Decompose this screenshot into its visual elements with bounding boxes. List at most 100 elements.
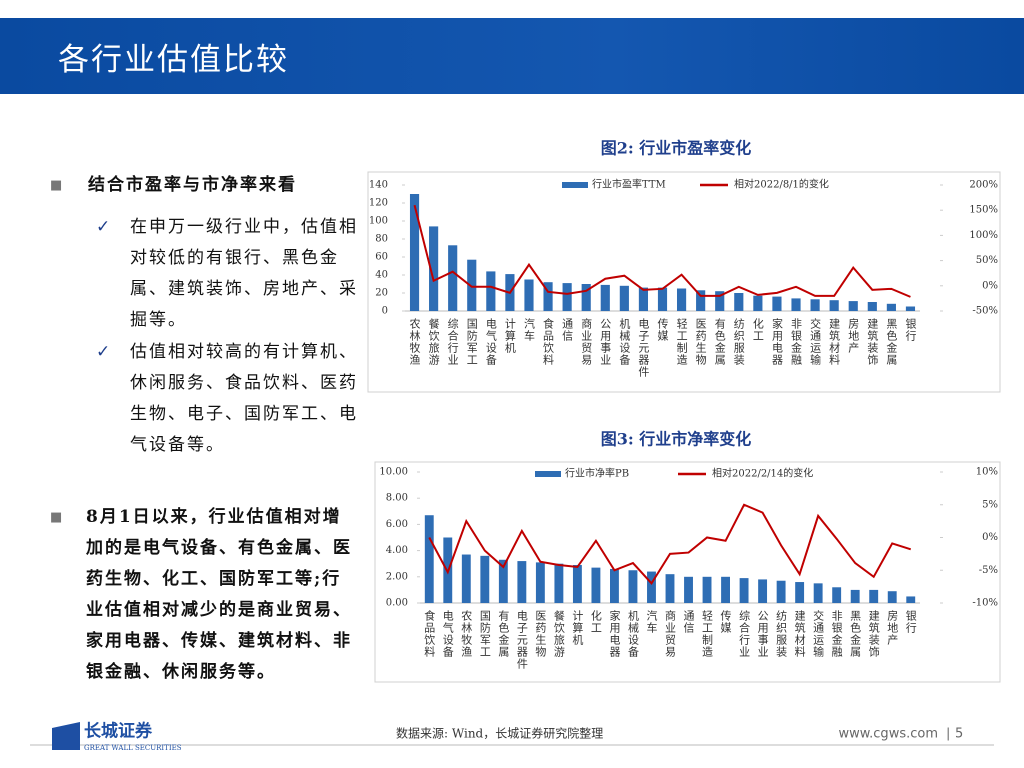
bar [524, 279, 534, 311]
bar [758, 579, 768, 603]
x-tick-label: 黑色金属 [849, 610, 862, 658]
x-tick-label: 纺织服装 [732, 317, 745, 366]
line [428, 503, 912, 585]
x-tick-label: 非银金融 [790, 318, 803, 366]
x-tick-label: 家用电器 [608, 609, 621, 658]
bar [657, 287, 668, 311]
source: 数据来源: Wind，长城证券研究院整理 [396, 726, 603, 741]
bar [638, 287, 649, 311]
bar [684, 576, 693, 603]
x-tick-label: 建筑材料 [793, 609, 806, 658]
x-tick-label: 计算机 [503, 318, 516, 354]
bar [676, 288, 687, 311]
legend-swatch [535, 471, 561, 477]
x-tick-label: 电子元器件 [515, 610, 528, 670]
y-tick-label: 40 [375, 270, 388, 281]
y2-tick-label: 100% [969, 230, 998, 241]
chart-title: 图3: 行业市净率变化 [601, 430, 752, 449]
x-tick-label: 食品饮料 [423, 609, 436, 658]
bar [591, 567, 601, 603]
bar [409, 194, 420, 311]
bullet-text: 结合市盈率与市净率来看 [88, 175, 297, 195]
x-tick-label: 房地产 [886, 610, 899, 646]
x-tick-label: 农林牧渔 [460, 609, 473, 658]
x-tick-label: 公用事业 [599, 318, 612, 366]
x-tick-label: 化工 [751, 317, 764, 342]
y-tick-label: 0 [382, 306, 388, 317]
chart-frame [367, 171, 1001, 393]
bar [829, 300, 839, 311]
y2-tick-label: 10% [976, 467, 998, 478]
y-tick-label: 60 [375, 252, 388, 263]
bar [887, 591, 897, 603]
x-tick-label: 医药生物 [694, 318, 707, 366]
x-tick-label: 电子元器件 [637, 318, 650, 378]
logo-en: GREAT WALL SECURITIES [84, 744, 182, 752]
bar [905, 306, 916, 311]
check-icon: ✓ [96, 217, 113, 237]
x-tick-label: 公用事业 [756, 610, 769, 658]
y-tick-label: 80 [375, 234, 388, 245]
x-tick-label: 机械设备 [626, 609, 639, 658]
line [413, 204, 911, 298]
x-tick-label: 建筑材料 [828, 317, 841, 366]
x-tick-label: 黑色金属 [885, 318, 898, 366]
x-tick-label: 汽车 [645, 609, 658, 634]
logo-icon [52, 722, 80, 750]
logo-text: 长城证券 [84, 721, 153, 742]
bar [810, 299, 820, 311]
bar [869, 589, 879, 603]
bar [424, 515, 434, 603]
x-tick-label: 有色金属 [497, 609, 510, 658]
x-tick-label: 国防军工 [478, 610, 491, 658]
x-tick-label: 传媒 [719, 610, 732, 634]
bar [619, 285, 629, 311]
bar [498, 559, 508, 603]
bar [562, 283, 572, 311]
x-tick-label: 房地产 [847, 318, 860, 354]
x-tick-label: 交通运输 [812, 609, 825, 658]
y2-tick-label: -10% [972, 598, 998, 609]
y2-tick-label: 5% [982, 499, 998, 510]
y2-tick-label: 0% [982, 532, 998, 543]
y2-tick-label: -50% [972, 306, 998, 317]
bar [600, 284, 610, 311]
x-tick-label: 商业贸易 [580, 317, 593, 366]
y2-tick-label: 0% [982, 280, 998, 291]
x-tick-label: 通信 [561, 318, 574, 342]
bar [832, 587, 842, 603]
legend-label: 行业市盈率TTM [592, 178, 666, 191]
bar [535, 562, 545, 603]
bar [867, 302, 877, 311]
bar [791, 298, 801, 311]
bar [795, 582, 805, 603]
x-tick-label: 建筑装饰 [867, 609, 880, 658]
bar [429, 226, 439, 311]
x-tick-label: 家用电器 [770, 317, 783, 366]
check-icon: ✓ [96, 342, 113, 362]
x-tick-label: 农林牧渔 [408, 317, 421, 366]
x-tick-label: 银行 [904, 609, 917, 634]
bar [647, 571, 656, 603]
bar [734, 293, 744, 311]
x-tick-label: 商业贸易 [664, 609, 677, 658]
bar [772, 296, 782, 311]
x-tick-label: 建筑装饰 [866, 317, 879, 366]
bar [776, 580, 786, 603]
bullet-text: 8月1日以来，行业估值相对增加的是电气设备、有色金属、医药生物、化工、国防军工等… [86, 507, 352, 682]
bar [517, 561, 527, 603]
x-tick-label: 轻工制造 [675, 317, 688, 366]
page-number: 5 [955, 727, 963, 742]
x-tick-label: 餐饮旅游 [427, 317, 440, 366]
y-tick-label: 2.00 [386, 571, 408, 582]
sub-bullet-text: 估值相对较高的有计算机、休闲服务、食品饮料、医药生物、电子、国防军工、电气设备等… [130, 342, 358, 455]
sub-bullet-text: 在申万一级行业中，估值相对较低的有银行、黑色金属、建筑装饰、房地产、采掘等。 [130, 217, 358, 330]
y2-tick-label: 150% [969, 205, 998, 216]
bar [850, 589, 860, 603]
bar [813, 583, 823, 603]
x-tick-label: 综合行业 [446, 317, 459, 366]
legend-swatch [562, 182, 588, 188]
bar [665, 574, 675, 603]
